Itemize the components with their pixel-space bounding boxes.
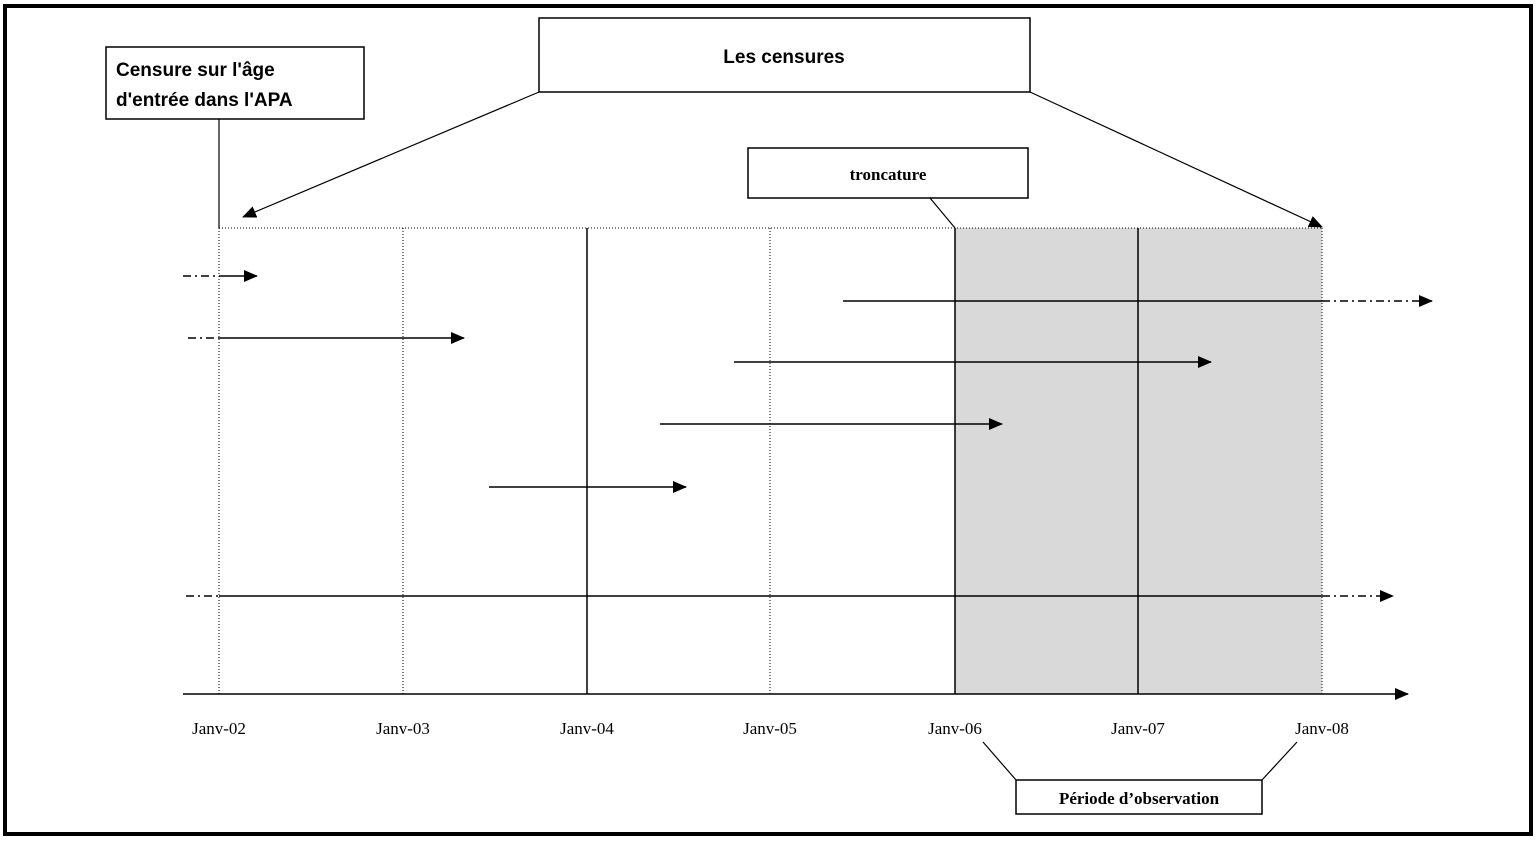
age-censure-label-line1: Censure sur l'âge bbox=[116, 60, 275, 81]
periode-box bbox=[1015, 779, 1263, 815]
censures-right-arrow bbox=[1029, 91, 1323, 228]
censures-box bbox=[538, 17, 1031, 93]
axis-tick-label: Janv-02 bbox=[192, 719, 246, 738]
age-censure-label-line2: d'entrée dans l'APA bbox=[116, 90, 293, 111]
axis-tick-label: Janv-06 bbox=[928, 719, 982, 738]
axis-tick-label: Janv-04 bbox=[560, 719, 614, 738]
periode-connector-right bbox=[1261, 741, 1298, 781]
censures-label: Les censures bbox=[723, 47, 844, 68]
troncature-connector bbox=[929, 197, 956, 229]
periode-label: Période d’observation bbox=[1059, 789, 1220, 808]
periode-connector-left bbox=[982, 741, 1017, 781]
troncature-label: troncature bbox=[850, 165, 927, 184]
axis-tick-label: Janv-05 bbox=[743, 719, 797, 738]
axis-tick-label: Janv-07 bbox=[1111, 719, 1165, 738]
troncature-box bbox=[747, 147, 1029, 199]
censures-left-arrow bbox=[242, 91, 540, 218]
axis-tick-labels: Janv-02 Janv-03 Janv-04 Janv-05 Janv-06 Janv-… bbox=[192, 719, 1349, 738]
axis-tick-label: Janv-08 bbox=[1295, 719, 1349, 738]
age-censure-box bbox=[105, 46, 365, 120]
axis-tick-label: Janv-03 bbox=[376, 719, 430, 738]
outer-frame bbox=[3, 4, 1533, 836]
